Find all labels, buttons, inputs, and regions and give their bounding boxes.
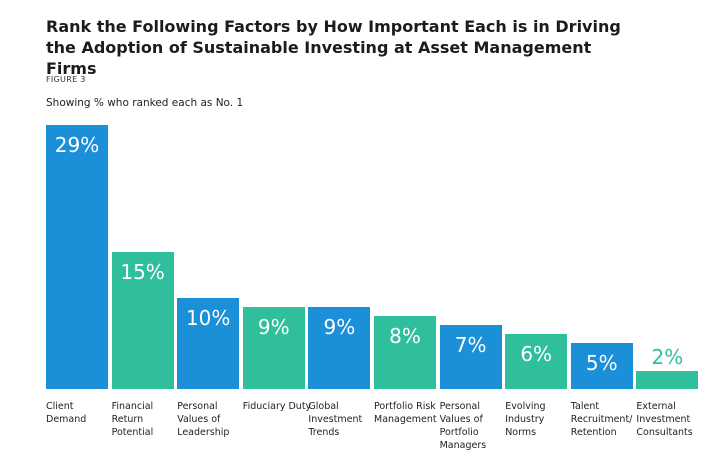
- bar: [439, 325, 502, 389]
- value-label: 5%: [585, 351, 618, 376]
- x-tick-label: Talent Recruitment/ Retention: [570, 401, 633, 438]
- bar: [308, 307, 371, 389]
- value-label: 9%: [323, 315, 356, 340]
- x-tick-label: Portfolio Risk Management: [374, 401, 437, 425]
- x-tick-label: Financial Return Potential: [111, 401, 154, 438]
- x-tick-label: Personal Values of Leadership: [177, 401, 230, 438]
- value-label: 29%: [54, 133, 100, 157]
- x-tick-label: Client Demand: [46, 401, 87, 425]
- bar: [374, 316, 436, 389]
- bar: [111, 252, 174, 389]
- bar: [46, 125, 108, 389]
- x-tick-label: External Investment Consultants: [636, 401, 693, 438]
- x-tick-label: Fiduciary Duty: [242, 401, 312, 412]
- bar: [570, 343, 633, 389]
- bar: [242, 307, 305, 389]
- bar: [505, 334, 568, 389]
- x-tick-label: Evolving Industry Norms: [505, 401, 546, 438]
- chart-title: Rank the Following Factors by How Import…: [46, 17, 621, 78]
- value-label: 15%: [120, 260, 165, 285]
- value-label: 9%: [257, 315, 290, 340]
- x-tick-label: Personal Values of Portfolio Managers: [439, 401, 487, 451]
- figure-label: FIGURE 3: [46, 75, 86, 84]
- bar: [636, 370, 699, 389]
- value-label: 7%: [454, 333, 487, 358]
- value-label: 6%: [520, 342, 553, 367]
- value-label: 10%: [185, 305, 231, 330]
- bar: [177, 297, 240, 389]
- chart-subtitle: Showing % who ranked each as No. 1: [46, 97, 244, 109]
- value-label: 2%: [651, 344, 684, 369]
- value-label: 8%: [389, 324, 421, 349]
- x-tick-label: Global Investment Trends: [308, 401, 363, 438]
